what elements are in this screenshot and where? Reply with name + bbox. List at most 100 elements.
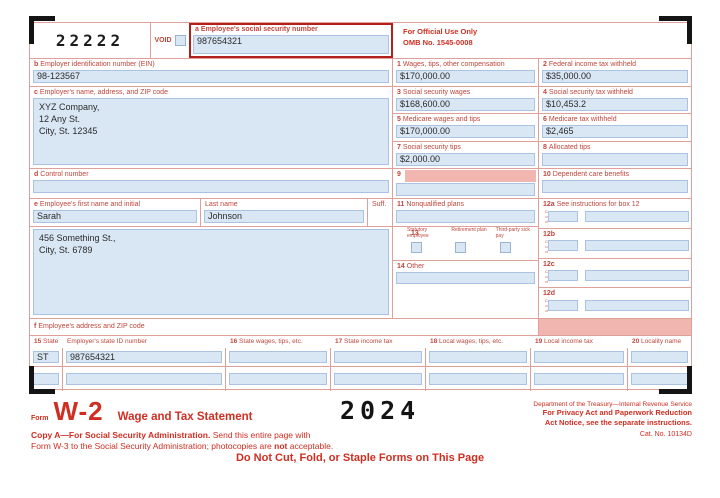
first-name-column: e Employee's first name and initial Sarah xyxy=(30,199,201,226)
form-code-22222: 22222 xyxy=(30,23,151,58)
box-7-ss-tips: 7 Social security tips $2,000.00 xyxy=(393,141,539,168)
form-title: Wage and Tax Statement xyxy=(117,411,253,423)
row-employee-boxes11to14: e Employee's first name and initial Sarah… xyxy=(30,199,691,319)
control-number-field[interactable] xyxy=(33,180,389,194)
row-box-f: f Employee's address and ZIP code xyxy=(30,319,691,336)
employee-address-field[interactable]: 456 Something St., City, St. 6789 xyxy=(33,229,389,315)
box-12b-amount-field[interactable] xyxy=(585,240,689,252)
state-row-1: ST 987654321 xyxy=(30,348,691,367)
box-12b-code-field[interactable] xyxy=(548,240,578,252)
ssn-field[interactable]: 987654321 xyxy=(193,35,389,54)
box-11-nonqualified-plans: 11 Nonqualified plans xyxy=(393,199,538,227)
box-e-employee: e Employee's first name and initial Sarah… xyxy=(30,199,393,318)
box-7-field[interactable]: $2,000.00 xyxy=(396,152,535,166)
form-number: W-2 xyxy=(53,396,104,426)
box-2-field[interactable]: $35,000.00 xyxy=(542,70,688,84)
row-ein-box1-box2: b Employer identification number (EIN) 98… xyxy=(30,59,691,87)
box-12d-code-field[interactable] xyxy=(548,299,578,311)
w2-form: 22222 VOID a Employee's social security n… xyxy=(29,22,692,391)
catalog-number: Cat. No. 10134D xyxy=(639,430,692,438)
box-14-other: 14 Other xyxy=(393,261,538,318)
box-12a-amount-field[interactable] xyxy=(585,210,689,222)
code-vertical-label: Code xyxy=(544,209,548,223)
state-wages-field[interactable] xyxy=(229,351,327,363)
state-id-field[interactable]: 987654321 xyxy=(66,351,222,363)
box-12b: 12b Code xyxy=(539,229,691,259)
box-6-field[interactable]: $2,465 xyxy=(542,125,688,139)
box-12c-code-field[interactable] xyxy=(548,270,578,282)
box-1-field[interactable]: $170,000.00 xyxy=(396,70,535,84)
box-12d-amount-field[interactable] xyxy=(585,299,689,311)
third-party-sick-pay-checkbox[interactable] xyxy=(499,242,511,253)
box-b-ein: b Employer identification number (EIN) 98… xyxy=(30,59,393,86)
box-8-allocated-tips: 8 Allocated tips xyxy=(539,142,691,168)
box-12c: 12c Code xyxy=(539,259,691,289)
box-a-letter: a xyxy=(195,26,199,33)
last-name-column: Last name Johnson xyxy=(201,199,368,226)
employer-address-field[interactable]: XYZ Company, 12 Any St. City, St. 12345 xyxy=(33,98,389,165)
box-9-shaded-area xyxy=(404,170,536,182)
box-4-ss-tax: 4 Social security tax withheld $10,453.2 xyxy=(539,87,691,113)
first-name-field[interactable]: Sarah xyxy=(33,210,197,224)
code-vertical-label: Code xyxy=(544,268,548,283)
box-6-medicare-tax: 6 Medicare tax withheld $2,465 xyxy=(539,114,691,140)
void-checkbox[interactable] xyxy=(174,35,186,46)
state-tax-field[interactable] xyxy=(334,351,422,363)
locality-field[interactable] xyxy=(631,351,688,363)
box-14-field[interactable] xyxy=(396,272,535,285)
statutory-employee-checkbox[interactable] xyxy=(411,242,422,253)
state-wages-field[interactable] xyxy=(229,373,327,385)
retirement-plan-group: Retirement plan xyxy=(451,227,489,260)
corner-mark-bottom-left-icon xyxy=(29,366,55,394)
corner-mark-bottom-right-icon xyxy=(659,366,692,394)
footer-right: Department of the Treasury—Internal Reve… xyxy=(533,401,692,438)
box-2-federal-tax: 2 Federal income tax withheld $35,000.00 xyxy=(539,59,691,86)
state-tax-field[interactable] xyxy=(334,373,422,385)
row-employer-boxes3to8: c Employer's name, address, and ZIP code … xyxy=(30,87,691,169)
shaded-strip xyxy=(539,319,691,335)
local-tax-field[interactable] xyxy=(534,373,624,385)
treasury-dept-line: Department of the Treasury—Internal Reve… xyxy=(533,401,692,408)
official-use-note: For Official Use Only OMB No. 1545-0008 xyxy=(393,23,691,58)
box-12c-amount-field[interactable] xyxy=(585,270,689,282)
state-local-table: 15 State Employer's state ID number 16 S… xyxy=(30,336,691,391)
box-5-medicare-wages: 5 Medicare wages and tips $170,000.00 xyxy=(393,114,539,141)
state-table-header: 15 State Employer's state ID number 16 S… xyxy=(34,338,682,345)
form-top-row: 22222 VOID a Employee's social security n… xyxy=(30,23,691,59)
void-label: VOID xyxy=(154,37,172,44)
code-vertical-label: Code xyxy=(544,238,548,253)
box-9: 9 xyxy=(393,169,539,198)
privacy-act-line-2: Act Notice, see the separate instruction… xyxy=(544,417,692,427)
state-id-field[interactable] xyxy=(66,373,222,385)
boxes-3-to-8: 3 Social security wages $168,600.00 4 Soci… xyxy=(393,87,691,168)
box-4-field[interactable]: $10,453.2 xyxy=(542,98,688,112)
suffix-column: Suff. xyxy=(372,201,387,208)
box-10-field[interactable] xyxy=(542,180,688,194)
form-identity: Form W-2 Wage and Tax Statement xyxy=(31,398,252,424)
last-name-field[interactable]: Johnson xyxy=(204,210,364,224)
boxes-11-13-14: 11 Nonqualified plans 13 Statutory employ… xyxy=(393,199,539,318)
state-row-2 xyxy=(30,367,691,391)
box-12d: 12d Code xyxy=(539,288,691,318)
statutory-employee-group: Statutory employee xyxy=(407,227,445,260)
box-5-field[interactable]: $170,000.00 xyxy=(396,125,535,139)
box-12a-code-field[interactable] xyxy=(548,210,578,222)
code-vertical-label: Code xyxy=(544,298,548,312)
box-3-field[interactable]: $168,600.00 xyxy=(396,98,535,112)
retirement-plan-checkbox[interactable] xyxy=(455,242,467,253)
corner-mark-top-right-icon xyxy=(659,16,692,44)
tax-year: 2024 xyxy=(340,396,421,425)
box-c-employer: c Employer's name, address, and ZIP code … xyxy=(30,87,393,168)
box-10-dependent-care: 10 Dependent care benefits xyxy=(539,169,691,198)
state-field[interactable]: ST xyxy=(33,351,59,363)
box-9-field[interactable] xyxy=(396,183,535,196)
row-control-box9-box10: d Control number 9 10 Dependent care benef… xyxy=(30,169,691,199)
ein-field[interactable]: 98-123567 xyxy=(33,70,389,84)
local-wages-field[interactable] xyxy=(429,351,527,363)
box-8-field[interactable] xyxy=(542,152,688,166)
local-tax-field[interactable] xyxy=(534,351,624,363)
local-wages-field[interactable] xyxy=(429,373,527,385)
box-11-field[interactable] xyxy=(396,210,535,224)
